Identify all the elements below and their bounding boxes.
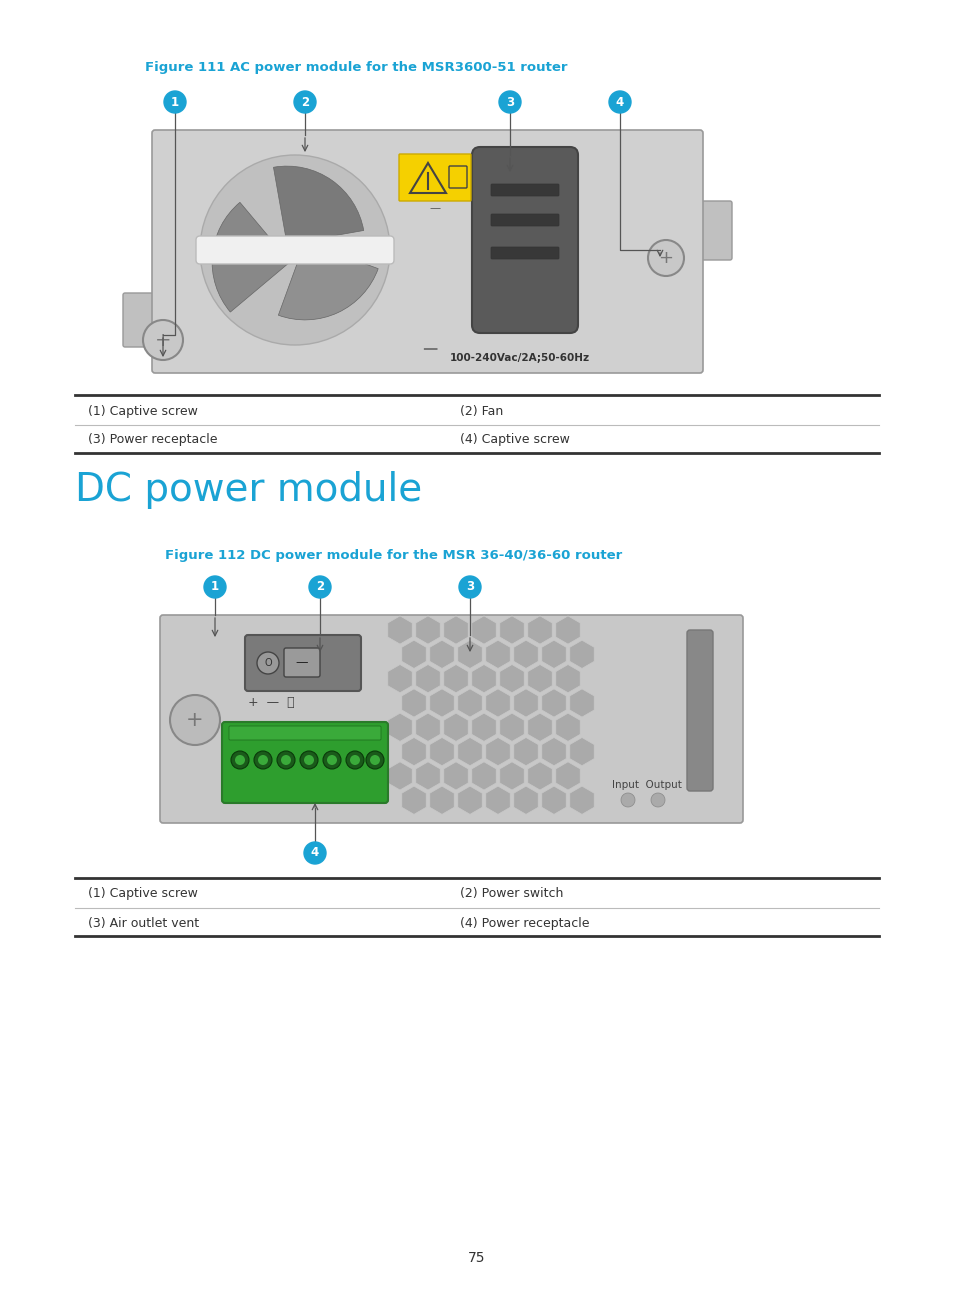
Text: +: + [154, 330, 172, 350]
Text: (2) Power switch: (2) Power switch [459, 888, 563, 901]
Text: DC power module: DC power module [75, 470, 422, 509]
FancyBboxPatch shape [696, 201, 731, 260]
Text: +  —  ⏚: + — ⏚ [248, 696, 294, 709]
Circle shape [276, 750, 294, 769]
Text: 1: 1 [211, 581, 219, 594]
Text: +: + [658, 249, 673, 267]
FancyBboxPatch shape [152, 130, 702, 373]
Text: —: — [295, 657, 308, 670]
Circle shape [304, 842, 326, 864]
Text: 75: 75 [468, 1251, 485, 1265]
Circle shape [346, 750, 364, 769]
Circle shape [200, 156, 390, 345]
Circle shape [253, 750, 272, 769]
FancyBboxPatch shape [160, 616, 742, 823]
Text: (3) Air outlet vent: (3) Air outlet vent [88, 916, 199, 929]
Text: (2) Fan: (2) Fan [459, 404, 503, 417]
Circle shape [294, 91, 315, 113]
Circle shape [257, 756, 268, 765]
Circle shape [164, 91, 186, 113]
Text: 100-240Vac/2A;50-60Hz: 100-240Vac/2A;50-60Hz [450, 353, 589, 363]
Text: 4: 4 [616, 96, 623, 109]
Wedge shape [274, 166, 363, 244]
Circle shape [281, 756, 291, 765]
Text: (4) Power receptacle: (4) Power receptacle [459, 916, 589, 929]
FancyBboxPatch shape [491, 248, 558, 259]
FancyBboxPatch shape [123, 293, 159, 347]
Circle shape [620, 793, 635, 807]
Text: 3: 3 [505, 96, 514, 109]
Text: 2: 2 [300, 96, 309, 109]
Text: 1: 1 [171, 96, 179, 109]
Circle shape [350, 756, 359, 765]
Text: O: O [264, 658, 272, 667]
Text: Figure 111 AC power module for the MSR3600-51 router: Figure 111 AC power module for the MSR36… [145, 61, 567, 74]
Circle shape [309, 575, 331, 597]
Wedge shape [278, 242, 377, 320]
Circle shape [299, 750, 317, 769]
Text: —: — [429, 203, 440, 213]
FancyBboxPatch shape [284, 648, 319, 677]
Text: (1) Captive screw: (1) Captive screw [88, 404, 197, 417]
FancyBboxPatch shape [245, 635, 360, 691]
Circle shape [234, 756, 245, 765]
Circle shape [370, 756, 379, 765]
Circle shape [304, 756, 314, 765]
Circle shape [285, 240, 305, 260]
Text: (4) Captive screw: (4) Captive screw [459, 433, 569, 447]
Text: (3) Power receptacle: (3) Power receptacle [88, 433, 217, 447]
Circle shape [458, 575, 480, 597]
FancyBboxPatch shape [472, 146, 578, 333]
FancyBboxPatch shape [222, 722, 388, 804]
FancyBboxPatch shape [398, 154, 471, 201]
Circle shape [650, 793, 664, 807]
Circle shape [366, 750, 384, 769]
Wedge shape [212, 202, 290, 312]
Text: 4: 4 [311, 846, 319, 859]
Text: +: + [186, 710, 204, 730]
FancyBboxPatch shape [491, 184, 558, 196]
Text: 2: 2 [315, 581, 324, 594]
Circle shape [290, 245, 299, 255]
Circle shape [204, 575, 226, 597]
Text: 3: 3 [465, 581, 474, 594]
Circle shape [498, 91, 520, 113]
Circle shape [231, 750, 249, 769]
FancyBboxPatch shape [229, 726, 380, 740]
FancyBboxPatch shape [686, 630, 712, 791]
Circle shape [327, 756, 336, 765]
Circle shape [170, 695, 220, 745]
Text: (1) Captive screw: (1) Captive screw [88, 888, 197, 901]
Circle shape [608, 91, 630, 113]
Text: —: — [422, 341, 437, 355]
FancyBboxPatch shape [491, 214, 558, 226]
FancyBboxPatch shape [195, 236, 394, 264]
Text: Figure 112 DC power module for the MSR 36-40/36-60 router: Figure 112 DC power module for the MSR 3… [165, 548, 621, 561]
Circle shape [256, 652, 278, 674]
Circle shape [647, 240, 683, 276]
Circle shape [323, 750, 340, 769]
Text: Input  Output: Input Output [612, 780, 681, 791]
Circle shape [143, 320, 183, 360]
